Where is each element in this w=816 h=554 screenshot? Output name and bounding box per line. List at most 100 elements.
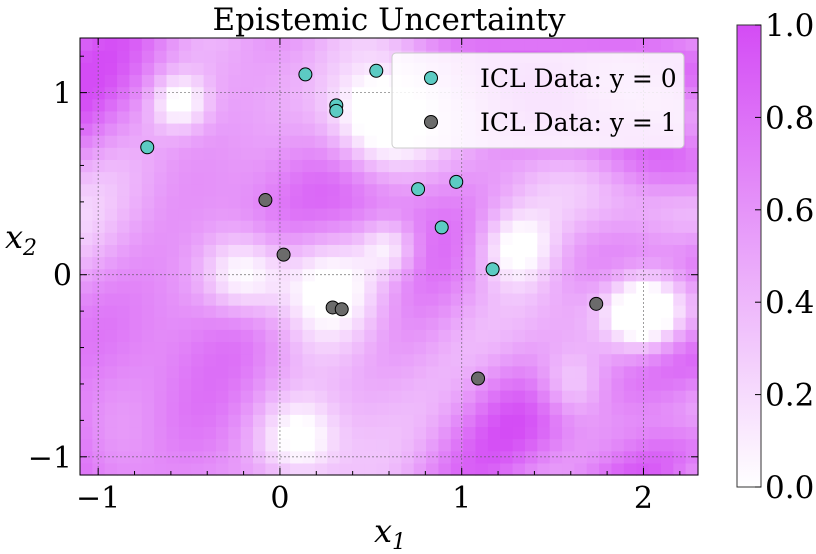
heatmap-cell	[154, 159, 168, 173]
heatmap-cell	[450, 256, 464, 270]
heatmap-cell	[611, 365, 625, 379]
heatmap-cell	[129, 438, 143, 452]
heatmap-cell	[500, 390, 514, 403]
heatmap-cell	[117, 341, 131, 355]
heatmap-cell	[611, 462, 625, 476]
heatmap-cell	[636, 195, 650, 209]
heatmap-cell	[290, 171, 304, 185]
heatmap-cell	[685, 329, 699, 343]
heatmap-cell	[154, 438, 168, 452]
heatmap-cell	[524, 353, 538, 367]
heatmap-cell	[253, 341, 266, 355]
heatmap-cell	[166, 147, 180, 160]
heatmap-cell	[512, 171, 526, 185]
heatmap-cell	[339, 38, 353, 51]
heatmap-cell	[203, 98, 217, 112]
heatmap-cell	[104, 171, 118, 185]
heatmap-cell	[80, 171, 93, 185]
heatmap-cell	[203, 244, 217, 258]
heatmap-cell	[512, 414, 526, 428]
heatmap-cell	[487, 159, 501, 173]
heatmap-cell	[438, 38, 452, 51]
heatmap-cell	[290, 353, 304, 367]
heatmap-cell	[117, 195, 131, 209]
heatmap-cell	[339, 462, 353, 476]
heatmap-cell	[141, 353, 155, 367]
heatmap-cell	[389, 280, 402, 294]
heatmap-cell	[648, 38, 662, 51]
point-class-1	[258, 193, 273, 208]
heatmap-cell	[685, 122, 699, 136]
heatmap-cell	[389, 305, 402, 318]
legend-marker	[424, 115, 438, 129]
heatmap-cell	[154, 62, 168, 76]
heatmap-cell	[277, 341, 291, 355]
legend-label: ICL Data: y = 1	[480, 108, 677, 137]
heatmap-cell	[80, 390, 93, 403]
heatmap-cell	[104, 256, 118, 270]
heatmap-cell	[104, 86, 118, 100]
heatmap-cell	[141, 402, 155, 415]
heatmap-cell	[351, 38, 365, 51]
heatmap-cell	[302, 159, 316, 173]
heatmap-cell	[92, 135, 106, 148]
heatmap-cell	[228, 317, 242, 330]
heatmap-cell	[178, 365, 192, 379]
heatmap-cell	[574, 341, 588, 355]
heatmap-cell	[351, 110, 365, 124]
heatmap-cell	[327, 426, 341, 440]
heatmap-cell	[512, 365, 526, 379]
heatmap-cell	[265, 353, 279, 367]
heatmap-cell	[487, 38, 501, 51]
heatmap-cell	[648, 414, 662, 428]
heatmap-cell	[450, 462, 464, 476]
heatmap-cell	[537, 232, 551, 245]
heatmap-cell	[253, 462, 266, 476]
heatmap-cell	[166, 305, 180, 318]
heatmap-cell	[524, 462, 538, 476]
heatmap-cell	[129, 462, 143, 476]
heatmap-cell	[302, 171, 316, 185]
heatmap-cell	[599, 207, 613, 221]
heatmap-cell	[549, 38, 563, 51]
heatmap-cell	[500, 329, 514, 343]
heatmap-cell	[611, 207, 625, 221]
heatmap-cell	[339, 122, 353, 136]
heatmap-cell	[487, 183, 501, 197]
heatmap-cell	[302, 438, 316, 452]
heatmap-cell	[487, 353, 501, 367]
heatmap-cell	[611, 402, 625, 415]
heatmap-cell	[339, 207, 353, 221]
heatmap-cell	[265, 292, 279, 306]
heatmap-cell	[141, 426, 155, 440]
heatmap-cell	[500, 341, 514, 355]
heatmap-cell	[253, 244, 266, 258]
heatmap-cell	[351, 377, 365, 391]
heatmap-cell	[685, 402, 699, 415]
heatmap-cell	[438, 183, 452, 197]
heatmap-cell	[623, 402, 637, 415]
heatmap-cell	[191, 390, 205, 403]
heatmap-cell	[537, 305, 551, 318]
heatmap-cell	[277, 377, 291, 391]
heatmap-cell	[240, 122, 254, 136]
heatmap-cell	[302, 110, 316, 124]
heatmap-cell	[673, 329, 687, 343]
heatmap-cell	[166, 280, 180, 294]
heatmap-cell	[475, 402, 489, 415]
heatmap-cell	[364, 450, 378, 464]
heatmap-cell	[673, 38, 687, 51]
heatmap-cell	[549, 377, 563, 391]
heatmap-cell	[80, 74, 93, 88]
heatmap-cell	[240, 159, 254, 173]
heatmap-cell	[524, 159, 538, 173]
heatmap-cell	[178, 74, 192, 88]
heatmap-cell	[104, 341, 118, 355]
heatmap-cell	[265, 329, 279, 343]
heatmap-cell	[450, 38, 464, 51]
heatmap-cell	[265, 377, 279, 391]
heatmap-cell	[117, 317, 131, 330]
heatmap-cell	[636, 292, 650, 306]
heatmap-cell	[673, 402, 687, 415]
heatmap-cell	[191, 122, 205, 136]
